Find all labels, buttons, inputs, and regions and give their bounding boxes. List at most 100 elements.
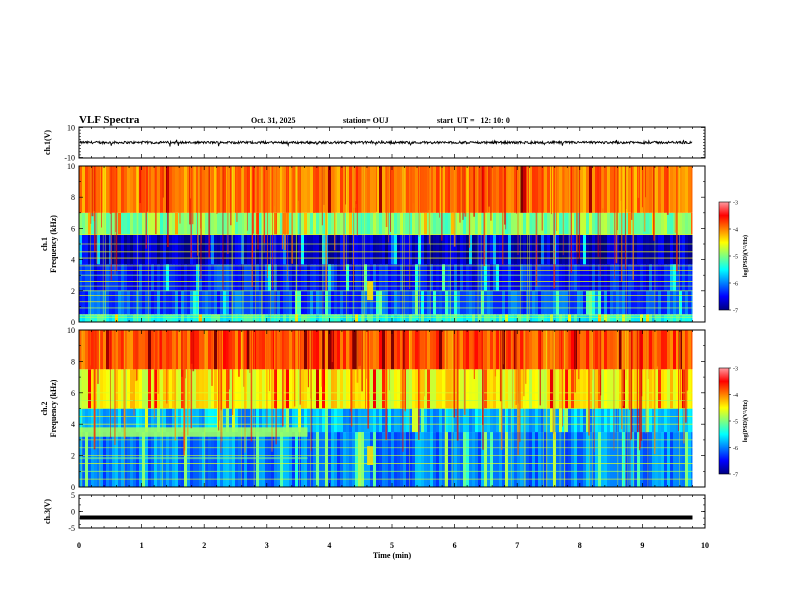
spectrogram-cell: [475, 432, 479, 487]
spectrogram-cell: [103, 330, 107, 370]
spectrogram-cell: [469, 330, 473, 370]
spectrogram-cell: [415, 166, 419, 213]
spectrogram-cell: [316, 432, 320, 487]
spectrogram-cell: [280, 212, 284, 235]
spectrogram-cell: [286, 314, 290, 322]
spectrogram-cell: [646, 234, 650, 265]
colorbar-tick-label: -5: [733, 255, 738, 261]
spectrogram-cell: [304, 369, 308, 409]
spectrogram-cell: [148, 212, 152, 235]
spectrogram-cell: [172, 264, 176, 291]
spectrogram-cell: [520, 314, 524, 322]
spectrogram-cell: [166, 314, 170, 322]
spectrogram-cell: [553, 314, 557, 322]
spectrogram-cell: [511, 212, 515, 235]
spectrogram-cell: [565, 408, 569, 433]
spectrogram-cell: [310, 264, 314, 291]
spectrogram-cell: [460, 369, 464, 409]
spectrogram-cell: [430, 212, 434, 235]
spectrogram-cell: [109, 290, 113, 315]
spectrogram-cell: [667, 314, 671, 322]
spectrogram-cell: [154, 234, 158, 265]
spectrogram-cell: [547, 432, 551, 487]
spectrogram-cell: [217, 234, 221, 265]
spectrogram-cell: [367, 290, 371, 315]
spectrogram-cell: [208, 408, 212, 433]
spectrogram-cell: [448, 432, 452, 487]
spectrogram-cell: [121, 408, 125, 433]
spectrogram-cell: [685, 314, 689, 322]
spectrogram-cell: [118, 408, 122, 433]
spectrogram-cell: [358, 290, 362, 315]
spectrogram-cell: [274, 234, 278, 265]
spectrogram-cell: [97, 330, 101, 370]
spectrogram-cell: [556, 369, 560, 409]
spectrogram-cell: [277, 212, 281, 235]
spectrogram-cell: [319, 314, 323, 322]
spectrogram-cell: [580, 330, 584, 370]
colorbar-tick-label: -5: [733, 420, 738, 426]
spectrogram-cell: [121, 234, 125, 265]
spectrogram-cell: [517, 264, 521, 291]
spectrogram-cell: [256, 290, 260, 315]
spectrogram-cell: [625, 408, 629, 433]
spectrogram-cell: [88, 234, 92, 265]
spectrogram-cell: [679, 166, 683, 213]
spectrogram-cell: [676, 264, 680, 291]
y-tick-label: 2: [71, 452, 75, 461]
spectrogram-cell: [514, 290, 518, 315]
spectrogram-cell: [583, 314, 587, 322]
spectrogram-cell: [334, 212, 338, 235]
spectrogram-cell: [151, 290, 155, 315]
spectrogram-cell: [544, 408, 548, 433]
spectrogram-cell: [202, 212, 206, 235]
spectrogram-cell: [481, 432, 485, 487]
spectrogram-cell: [430, 234, 434, 265]
spectrogram-cell: [160, 369, 164, 409]
spectrogram-cell: [463, 408, 467, 433]
panel-frame: [78, 494, 706, 529]
spectrogram-cell: [211, 166, 215, 213]
spectrogram-cell: [643, 290, 647, 315]
spectrogram-cell: [418, 212, 422, 235]
spectrogram-cell: [307, 166, 311, 213]
spectrogram-cell: [301, 408, 305, 433]
spectrogram-cell: [316, 314, 320, 322]
spectrogram-cell: [232, 290, 236, 315]
spectrogram-cell: [100, 330, 104, 370]
spectrogram-cell: [664, 212, 668, 235]
spectrogram-cell: [436, 264, 440, 291]
spectrogram-cell: [661, 330, 665, 370]
spectrogram-cell: [208, 369, 212, 409]
spectrogram-cell: [514, 432, 518, 487]
y-tick-label: 4: [71, 420, 75, 429]
spectrogram-cell: [85, 432, 89, 487]
spectrogram-cell: [232, 330, 236, 370]
spectrogram-cell: [673, 314, 677, 322]
spectrogram-cell: [430, 314, 434, 322]
spectrogram-cell: [130, 314, 134, 322]
spectrogram-cell: [289, 212, 293, 235]
spectrogram-cell: [106, 212, 110, 235]
spectrogram-cell: [271, 314, 275, 322]
spectrogram-cell: [664, 166, 668, 213]
spectrogram-cell: [559, 166, 563, 213]
spectrogram-cell: [472, 264, 476, 291]
spectrogram-cell: [463, 432, 467, 487]
spectrogram-cell: [136, 330, 140, 370]
spectrogram-cell: [124, 408, 128, 433]
spectrogram-cell: [466, 166, 470, 213]
spectrogram-cell: [109, 432, 113, 487]
spectrogram-cell: [481, 290, 485, 315]
spectrogram-cell: [559, 408, 563, 433]
spectrogram-cell: [166, 330, 170, 370]
spectrogram-cell: [364, 408, 368, 433]
spectrogram-cell: [82, 369, 86, 409]
spectrogram-cell: [235, 330, 239, 370]
spectrogram-cell: [547, 290, 551, 315]
spectrogram-cell: [331, 369, 335, 409]
spectrogram-cell: [118, 290, 122, 315]
spectrogram-cell: [205, 234, 209, 265]
spectrogram-cell: [205, 166, 209, 213]
spectrogram-cell: [652, 408, 656, 433]
